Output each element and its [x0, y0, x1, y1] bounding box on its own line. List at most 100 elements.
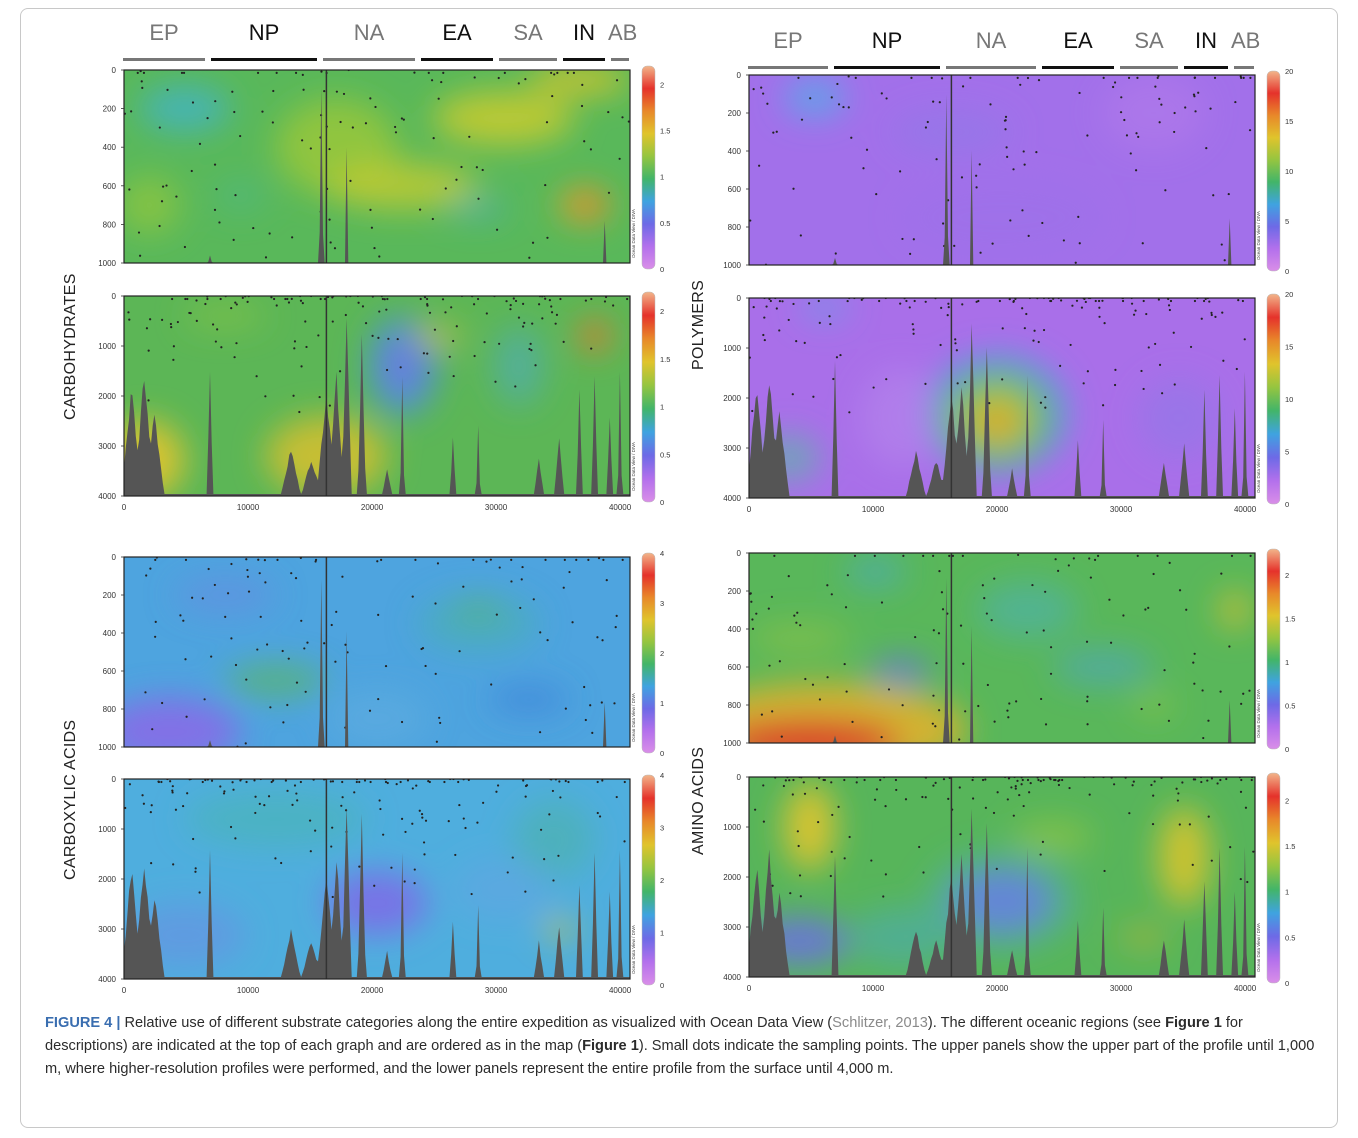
- colorbar-tick-label: 2: [660, 876, 664, 885]
- sampling-dot: [1062, 239, 1065, 242]
- sampling-dot: [473, 354, 476, 358]
- sampling-dot: [812, 395, 815, 398]
- sampling-dot: [1032, 339, 1035, 342]
- caption-figure-ref-1[interactable]: Figure 1: [1165, 1015, 1222, 1031]
- contour-field: [124, 296, 630, 496]
- sampling-dot: [1020, 783, 1023, 786]
- region-np: NP: [831, 26, 943, 72]
- sampling-dot: [796, 830, 799, 833]
- sampling-dot: [141, 86, 144, 89]
- sampling-dot: [231, 90, 234, 93]
- sampling-dot: [475, 166, 478, 169]
- sampling-dot: [550, 71, 553, 74]
- sampling-dot: [769, 299, 772, 303]
- sampling-dot: [1207, 815, 1210, 818]
- contour-field: [749, 75, 1255, 265]
- sampling-dot: [830, 593, 833, 596]
- sampling-dot: [834, 252, 837, 255]
- sampling-dot: [1188, 823, 1191, 826]
- sampling-dot: [587, 558, 590, 561]
- sampling-dot: [293, 347, 296, 350]
- sampling-dot: [194, 870, 197, 873]
- sampling-dot: [378, 255, 381, 258]
- region-label: EA: [1063, 28, 1093, 53]
- colorbar-tick-label: 10: [1285, 395, 1293, 404]
- sampling-dot: [839, 353, 842, 357]
- sampling-dot: [912, 332, 915, 335]
- sampling-dot: [545, 121, 549, 124]
- caption-figure-ref-2[interactable]: Figure 1: [582, 1038, 639, 1054]
- sampling-dot: [924, 126, 928, 129]
- region-label: NP: [248, 20, 280, 45]
- sampling-dot: [615, 79, 619, 82]
- sampling-dot: [1208, 300, 1211, 303]
- colorbar-tick-label: 1: [660, 403, 664, 412]
- colorbar-tick-label: 1: [660, 929, 664, 938]
- sampling-dot: [551, 789, 555, 793]
- sampling-dot: [233, 356, 236, 359]
- sampling-dot: [1160, 103, 1163, 106]
- sampling-dot: [1010, 786, 1013, 789]
- sampling-dot: [402, 118, 405, 121]
- odv-watermark: Ocean Data View / DIVA: [631, 925, 636, 974]
- contour-blob: [976, 581, 1078, 639]
- sampling-dot: [531, 241, 535, 244]
- sampling-dot: [847, 106, 850, 109]
- sampling-dot: [472, 558, 475, 561]
- sampling-dot: [911, 323, 914, 326]
- region-label: NA: [975, 28, 1007, 53]
- sampling-dot: [245, 558, 248, 561]
- ylabel-carbohydrates: CARBOHYDRATES: [62, 273, 79, 420]
- panel-svg: 0 200 400 600 800 1000 2 1.5 1 0.5 0 Ocean Data Vie…: [723, 548, 1295, 754]
- plot-frame: [123, 556, 631, 748]
- sampling-dot: [1012, 168, 1015, 171]
- sampling-dot: [452, 339, 455, 343]
- sampling-dot: [224, 615, 227, 618]
- sampling-dot: [1250, 778, 1253, 782]
- sampling-dot: [865, 148, 869, 151]
- sampling-dot: [988, 402, 991, 405]
- sampling-dot: [1193, 299, 1197, 303]
- sampling-dot: [922, 554, 925, 557]
- sampling-dot: [762, 820, 765, 823]
- colorbar-tick-label: 15: [1285, 117, 1293, 126]
- contour-blob: [387, 338, 418, 394]
- sampling-dot: [848, 835, 851, 839]
- sampling-dot: [826, 584, 829, 587]
- sampling-dot: [1175, 787, 1178, 790]
- sampling-dot: [172, 358, 175, 361]
- sampling-dot: [1071, 304, 1074, 307]
- sampling-dot: [198, 891, 201, 894]
- x-tick-label: 40000: [1234, 505, 1257, 514]
- colorbar-tick-label: 0.5: [660, 450, 670, 459]
- colorbar-tick-label: 0: [1285, 267, 1289, 276]
- odv-watermark: Ocean Data View / DIVA: [631, 209, 636, 258]
- sampling-dot: [1053, 778, 1056, 782]
- sampling-dot: [171, 297, 174, 301]
- sampling-dot: [539, 828, 543, 831]
- sampling-dot: [946, 313, 949, 317]
- sampling-dot: [1089, 576, 1092, 579]
- sampling-dot: [1129, 152, 1132, 155]
- y-tick-label: 0: [737, 71, 742, 80]
- sampling-dot: [548, 813, 551, 816]
- sampling-dot: [455, 178, 458, 181]
- sampling-dot: [258, 802, 261, 805]
- sampling-dot: [787, 575, 790, 578]
- sampling-dot: [993, 577, 996, 580]
- sampling-dot: [596, 780, 599, 784]
- sampling-dot: [1241, 299, 1245, 303]
- sampling-dot: [1037, 79, 1041, 82]
- sampling-dot: [1178, 823, 1181, 826]
- sampling-dot: [557, 854, 560, 857]
- sampling-dot: [555, 313, 559, 316]
- sampling-dot: [184, 297, 187, 301]
- sampling-dot: [567, 780, 570, 784]
- sampling-dot: [171, 785, 174, 788]
- sampling-dot: [551, 94, 554, 98]
- sampling-dot: [1001, 327, 1004, 330]
- sampling-dot: [286, 297, 289, 301]
- caption-citation-link[interactable]: Schlitzer, 2013: [832, 1015, 928, 1031]
- contour-blob: [174, 576, 276, 614]
- sampling-dot: [521, 565, 524, 569]
